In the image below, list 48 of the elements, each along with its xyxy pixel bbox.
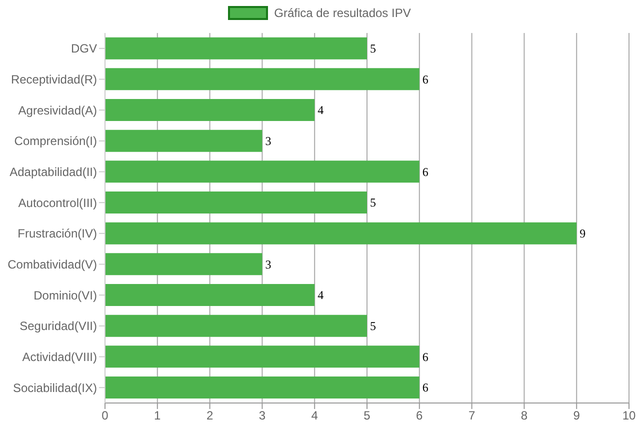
y-tick-label: Agresividad(A) xyxy=(18,103,97,118)
bar xyxy=(105,314,367,337)
y-tick-label: Receptividad(R) xyxy=(10,72,97,87)
y-tick-label: Combatividad(V) xyxy=(8,258,97,272)
data-label: 4 xyxy=(318,103,324,118)
bar xyxy=(105,130,262,152)
data-label: 4 xyxy=(318,288,324,302)
bar xyxy=(105,68,420,90)
bar xyxy=(105,98,315,121)
bar xyxy=(105,376,420,398)
x-tick-label: 0 xyxy=(102,408,109,423)
y-tick-label: DGV xyxy=(70,42,97,56)
y-tick-label: Sociabilidad(IX) xyxy=(12,380,97,395)
x-tick-label: 5 xyxy=(364,408,371,423)
x-tick-label: 8 xyxy=(520,408,528,423)
bar xyxy=(105,160,420,183)
data-label: 5 xyxy=(370,42,376,56)
data-label: 6 xyxy=(422,72,428,86)
data-label: 6 xyxy=(422,350,428,364)
x-tick-label: 4 xyxy=(311,408,318,423)
x-tick-label: 9 xyxy=(573,408,580,423)
legend-label: Gráfica de resultados IPV xyxy=(274,6,411,20)
y-tick-label: Autocontrol(III) xyxy=(18,196,97,210)
y-tick-label: Frustración(IV) xyxy=(18,226,97,241)
x-tick-label: 10 xyxy=(622,408,636,423)
data-label: 5 xyxy=(370,196,376,210)
y-tick-label: Adaptabilidad(II) xyxy=(10,165,97,180)
x-tick-label: 6 xyxy=(416,408,424,423)
y-tick-label: Actividad(VIII) xyxy=(22,350,97,364)
bar xyxy=(105,37,367,60)
bar xyxy=(105,191,367,214)
x-tick-label: 2 xyxy=(206,408,214,423)
data-label: 6 xyxy=(422,380,428,395)
data-label: 5 xyxy=(370,319,376,334)
data-label: 3 xyxy=(265,134,272,148)
data-label: 9 xyxy=(580,226,586,241)
x-tick-label: 3 xyxy=(258,408,266,423)
y-tick-label: Dominio(VI) xyxy=(34,288,97,302)
data-label: 3 xyxy=(265,257,272,272)
bar xyxy=(105,284,315,306)
bar xyxy=(105,253,262,276)
x-tick-label: 7 xyxy=(468,408,476,423)
x-tick-label: 1 xyxy=(154,408,162,423)
bar xyxy=(105,222,577,244)
bar xyxy=(105,346,420,368)
data-label: 6 xyxy=(422,164,428,179)
y-tick-label: Seguridad(VII) xyxy=(20,319,97,334)
y-tick-label: Comprensión(I) xyxy=(14,134,97,148)
